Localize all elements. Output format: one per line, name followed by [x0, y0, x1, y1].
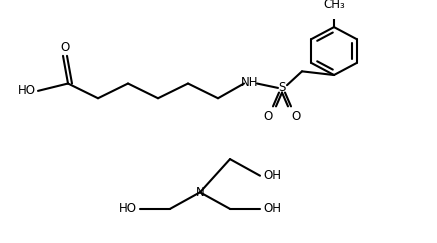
Text: N: N: [196, 186, 205, 199]
Text: CH₃: CH₃: [323, 0, 345, 10]
Text: O: O: [291, 110, 301, 123]
Text: OH: OH: [263, 169, 281, 182]
Text: S: S: [278, 81, 286, 95]
Text: HO: HO: [18, 84, 36, 97]
Text: O: O: [264, 110, 273, 123]
Text: OH: OH: [263, 202, 281, 215]
Text: O: O: [60, 41, 69, 54]
Text: HO: HO: [119, 202, 137, 215]
Text: NH: NH: [241, 76, 259, 89]
